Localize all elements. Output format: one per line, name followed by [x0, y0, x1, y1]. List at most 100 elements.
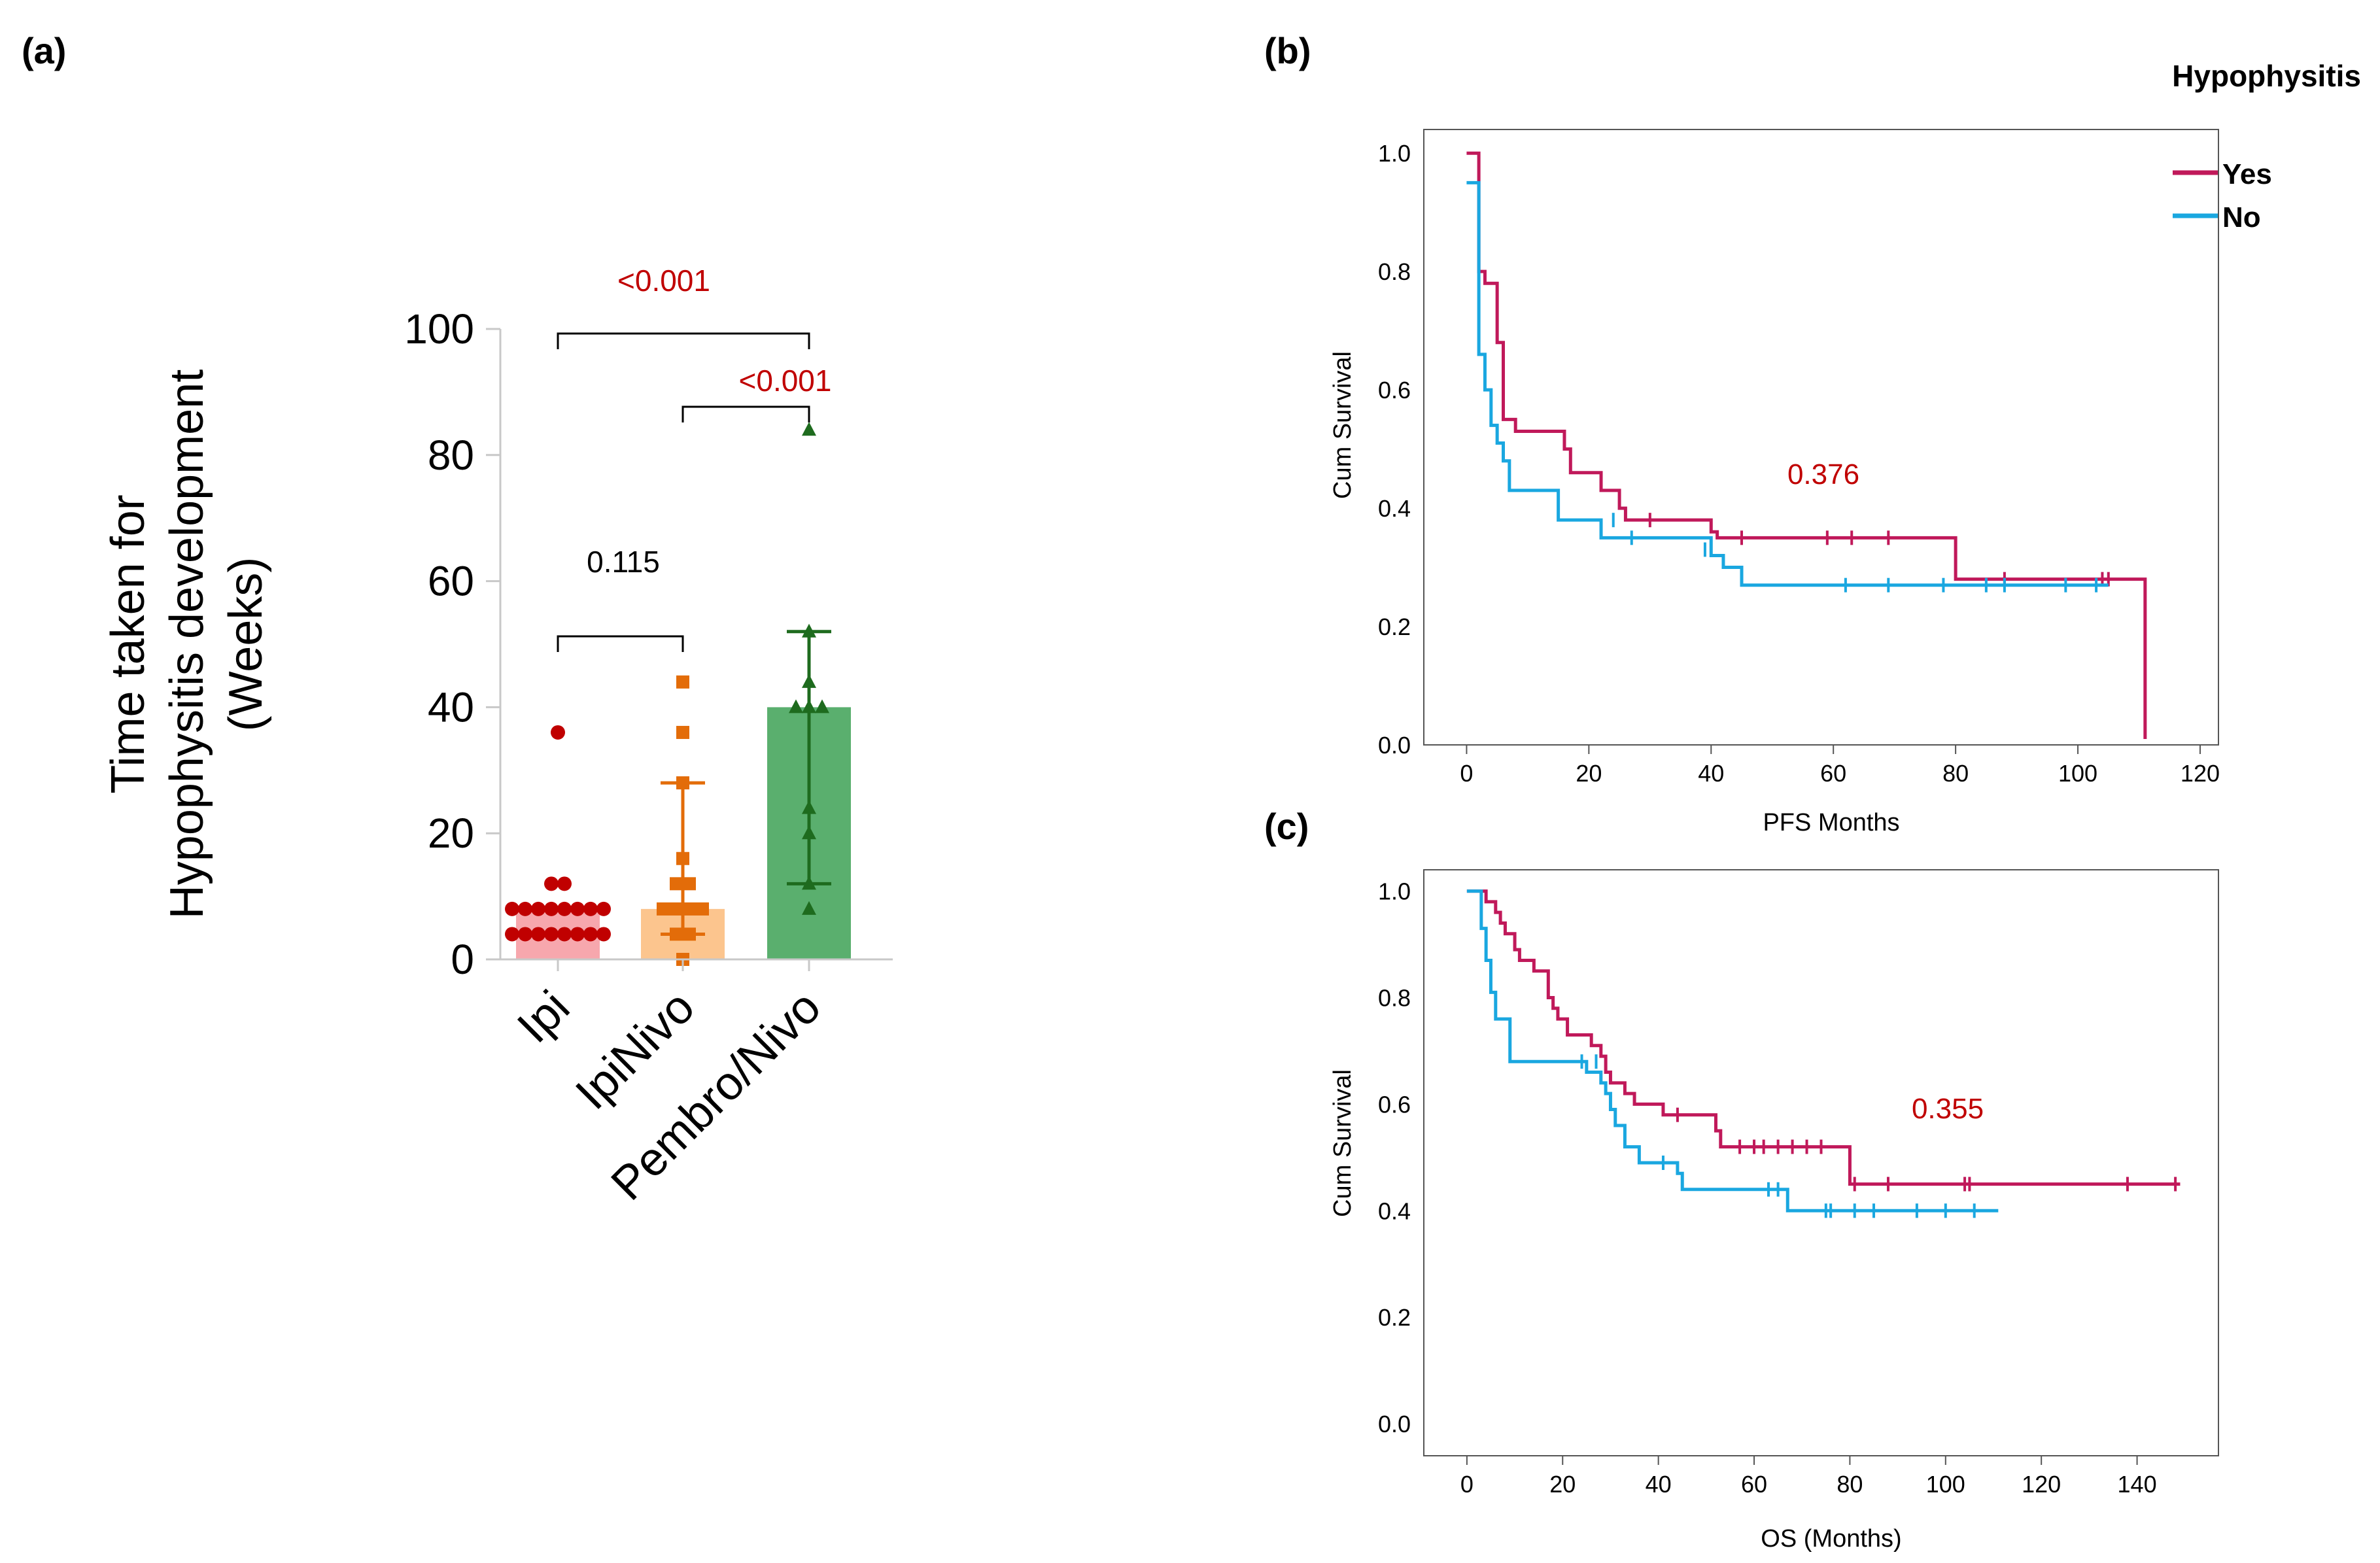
- b-p-value: 0.376: [1787, 458, 1859, 490]
- km-x-tick-label: 100: [2058, 760, 2097, 787]
- a-y-tick-label: 100: [404, 305, 474, 352]
- a-point: [789, 699, 803, 713]
- km-x-tick-label: 20: [1576, 760, 1602, 787]
- km-x-tick-label: 80: [1837, 1471, 1863, 1498]
- a-point: [505, 901, 519, 916]
- a-point: [557, 876, 572, 891]
- legend-label-no: No: [2222, 201, 2261, 233]
- km-frame: [1423, 129, 2219, 746]
- a-point: [696, 902, 709, 916]
- km-x-tick-label: 0: [1460, 760, 1473, 787]
- legend-title: Hypophysitis: [2172, 59, 2361, 93]
- legend-label-yes: Yes: [2222, 158, 2272, 190]
- km-x-tick-label: 120: [2022, 1471, 2061, 1498]
- a-y-axis-label-line1: Time taken for: [102, 494, 154, 794]
- a-point: [802, 800, 816, 814]
- km-curve-no: [1466, 180, 2109, 587]
- a-point: [683, 902, 696, 916]
- a-point: [505, 927, 519, 942]
- a-point: [802, 825, 816, 840]
- km-y-tick-label: 0.8: [1378, 258, 1411, 285]
- a-point: [596, 927, 611, 942]
- km-y-tick-label: 0.6: [1378, 1091, 1411, 1118]
- a-y-tick-label: 20: [428, 810, 474, 857]
- a-point: [802, 699, 816, 713]
- b-y-axis-label: Cum Survival: [1329, 351, 1356, 499]
- km-y-tick-label: 1.0: [1378, 878, 1411, 905]
- a-point: [583, 901, 598, 916]
- km-curve-yes: [1466, 151, 2147, 739]
- c-y-axis-label: Cum Survival: [1329, 1069, 1356, 1217]
- km-frame: [1423, 869, 2219, 1456]
- km-y-tick-label: 0.0: [1378, 1411, 1411, 1437]
- km-y-tick-label: 0.2: [1378, 1304, 1411, 1331]
- c-p-value: 0.355: [1912, 1093, 1984, 1125]
- a-point: [557, 901, 572, 916]
- a-point: [676, 776, 689, 790]
- a-comparison-p-value: <0.001: [617, 264, 710, 298]
- km-y-tick-label: 0.2: [1378, 613, 1411, 640]
- a-point: [544, 901, 559, 916]
- panel-c-label: (c): [1264, 806, 1309, 847]
- a-x-tick-label: Ipi: [508, 981, 579, 1053]
- a-y-axis-label-line2: Hypophysitis development: [161, 369, 213, 919]
- a-y-axis-label-line3: (Weeks): [220, 557, 272, 732]
- km-y-tick-label: 0.4: [1378, 1197, 1411, 1224]
- a-point: [518, 901, 532, 916]
- c-x-axis-label: OS (Months): [1761, 1525, 1901, 1553]
- panel-b-km-pfs: (b) Hypophysitis Yes No 0 20 40 60 80 100 1200…: [1264, 30, 2361, 836]
- a-point: [676, 675, 689, 689]
- km-x-tick-label: 120: [2181, 760, 2220, 787]
- a-point: [683, 877, 696, 891]
- a-point: [570, 901, 585, 916]
- km-curve-yes: [1466, 889, 2181, 1186]
- a-y-ticks: 0 20 40 60 80 100: [404, 305, 500, 983]
- km-y-tick-label: 0.0: [1378, 732, 1411, 759]
- a-point: [557, 927, 572, 942]
- km-x-tick-label: 60: [1820, 760, 1846, 787]
- c-plot-area: 0 20 40 60 80 100 120 140 0.0 0.2 0.4 0.6 0.8 1.0: [1378, 869, 2219, 1498]
- a-point: [531, 901, 545, 916]
- km-curve-no: [1466, 889, 1999, 1212]
- km-x-tick-label: 60: [1741, 1471, 1767, 1498]
- a-point: [802, 674, 816, 688]
- panel-a-label: (a): [22, 30, 66, 71]
- a-point: [670, 927, 683, 941]
- km-x-tick-label: 80: [1942, 760, 1969, 787]
- a-point: [551, 725, 565, 740]
- a-point: [670, 877, 683, 891]
- a-point: [596, 901, 611, 916]
- a-y-tick-label: 60: [428, 558, 474, 605]
- a-comparison-bracket: [557, 332, 810, 349]
- b-plot-area: 0 20 40 60 80 100 120 0.0 0.2 0.4 0.6 0.8 1.0: [1378, 129, 2220, 787]
- km-x-tick-label: 40: [1698, 760, 1724, 787]
- a-point: [802, 876, 816, 890]
- km-x-tick-label: 0: [1460, 1471, 1474, 1498]
- a-point: [683, 927, 696, 941]
- b-x-axis-label: PFS Months: [1763, 809, 1899, 836]
- a-point: [657, 902, 670, 916]
- a-point: [531, 927, 545, 942]
- a-point: [518, 927, 532, 942]
- panel-b-label: (b): [1264, 30, 1311, 71]
- a-point: [544, 876, 559, 891]
- a-point: [815, 699, 829, 713]
- a-point: [676, 725, 689, 739]
- a-point: [802, 623, 816, 638]
- km-y-tick-label: 0.6: [1378, 377, 1411, 404]
- km-x-tick-label: 40: [1646, 1471, 1672, 1498]
- a-point: [544, 927, 559, 942]
- km-y-tick-label: 0.4: [1378, 495, 1411, 522]
- a-y-tick-label: 40: [428, 683, 474, 730]
- a-comparison-p-value: <0.001: [739, 364, 832, 398]
- a-comparison-p-value: 0.115: [587, 545, 660, 579]
- panel-c-km-os: (c) 0 20 40 60 80 100 120 140 0.0 0.2 0.4 0.6 0.8 1.0…: [1264, 806, 2219, 1553]
- km-x-tick-label: 140: [2118, 1471, 2157, 1498]
- km-x-tick-label: 20: [1549, 1471, 1576, 1498]
- km-y-tick-label: 1.0: [1378, 140, 1411, 167]
- a-point: [802, 422, 816, 436]
- a-y-tick-label: 80: [428, 432, 474, 479]
